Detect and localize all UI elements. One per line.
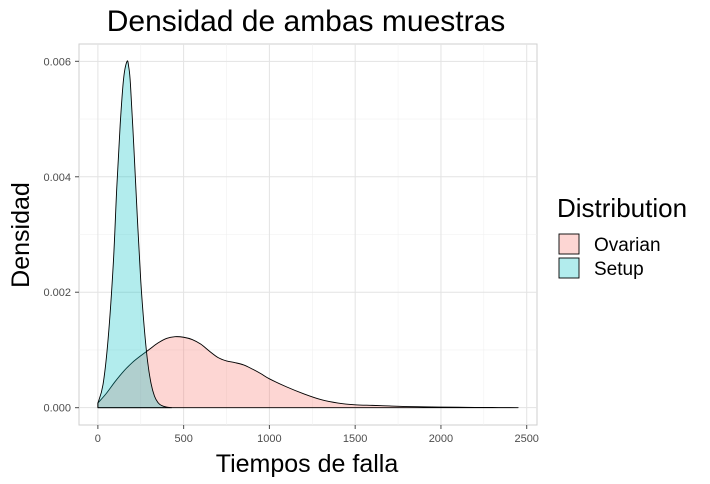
legend-swatch-setup: [558, 257, 580, 279]
x-tick-label: 1000: [257, 433, 281, 445]
series-layer: [97, 60, 519, 409]
x-axis: 0 500 1000 1500 2000 2500: [95, 425, 539, 445]
legend-key-bg: [558, 233, 580, 255]
legend-label-setup: Setup: [594, 259, 644, 280]
x-tick-label: 0: [95, 433, 101, 445]
y-tick-label: 0.004: [43, 172, 71, 184]
plot-area: [78, 43, 538, 426]
y-tick-label: 0.006: [43, 56, 71, 68]
legend-title: Distribution: [557, 193, 687, 223]
legend-key-bg: [558, 257, 580, 279]
grid-major: [79, 44, 537, 425]
x-tick-label: 500: [174, 433, 192, 445]
x-tick-label: 2500: [514, 433, 538, 445]
x-axis-title: Tiempos de falla: [216, 450, 399, 478]
legend-swatch-ovarian: [558, 233, 580, 255]
legend-label-ovarian: Ovarian: [594, 235, 661, 256]
y-axis: 0.000 0.002 0.004 0.006: [43, 56, 79, 415]
legend: Distribution Ovarian Setup: [557, 193, 687, 280]
y-tick-label: 0.000: [43, 403, 71, 415]
chart-title: Densidad de ambas muestras: [107, 5, 506, 38]
legend-entries: Ovarian Setup: [558, 233, 661, 280]
x-tick-label: 1500: [343, 433, 367, 445]
y-tick-label: 0.002: [43, 287, 71, 299]
y-axis-title: Densidad: [7, 182, 35, 288]
density-area-setup: [97, 60, 173, 409]
grid-minor: [79, 44, 537, 425]
x-tick-label: 2000: [429, 433, 453, 445]
density-area-ovarian: [97, 336, 519, 409]
